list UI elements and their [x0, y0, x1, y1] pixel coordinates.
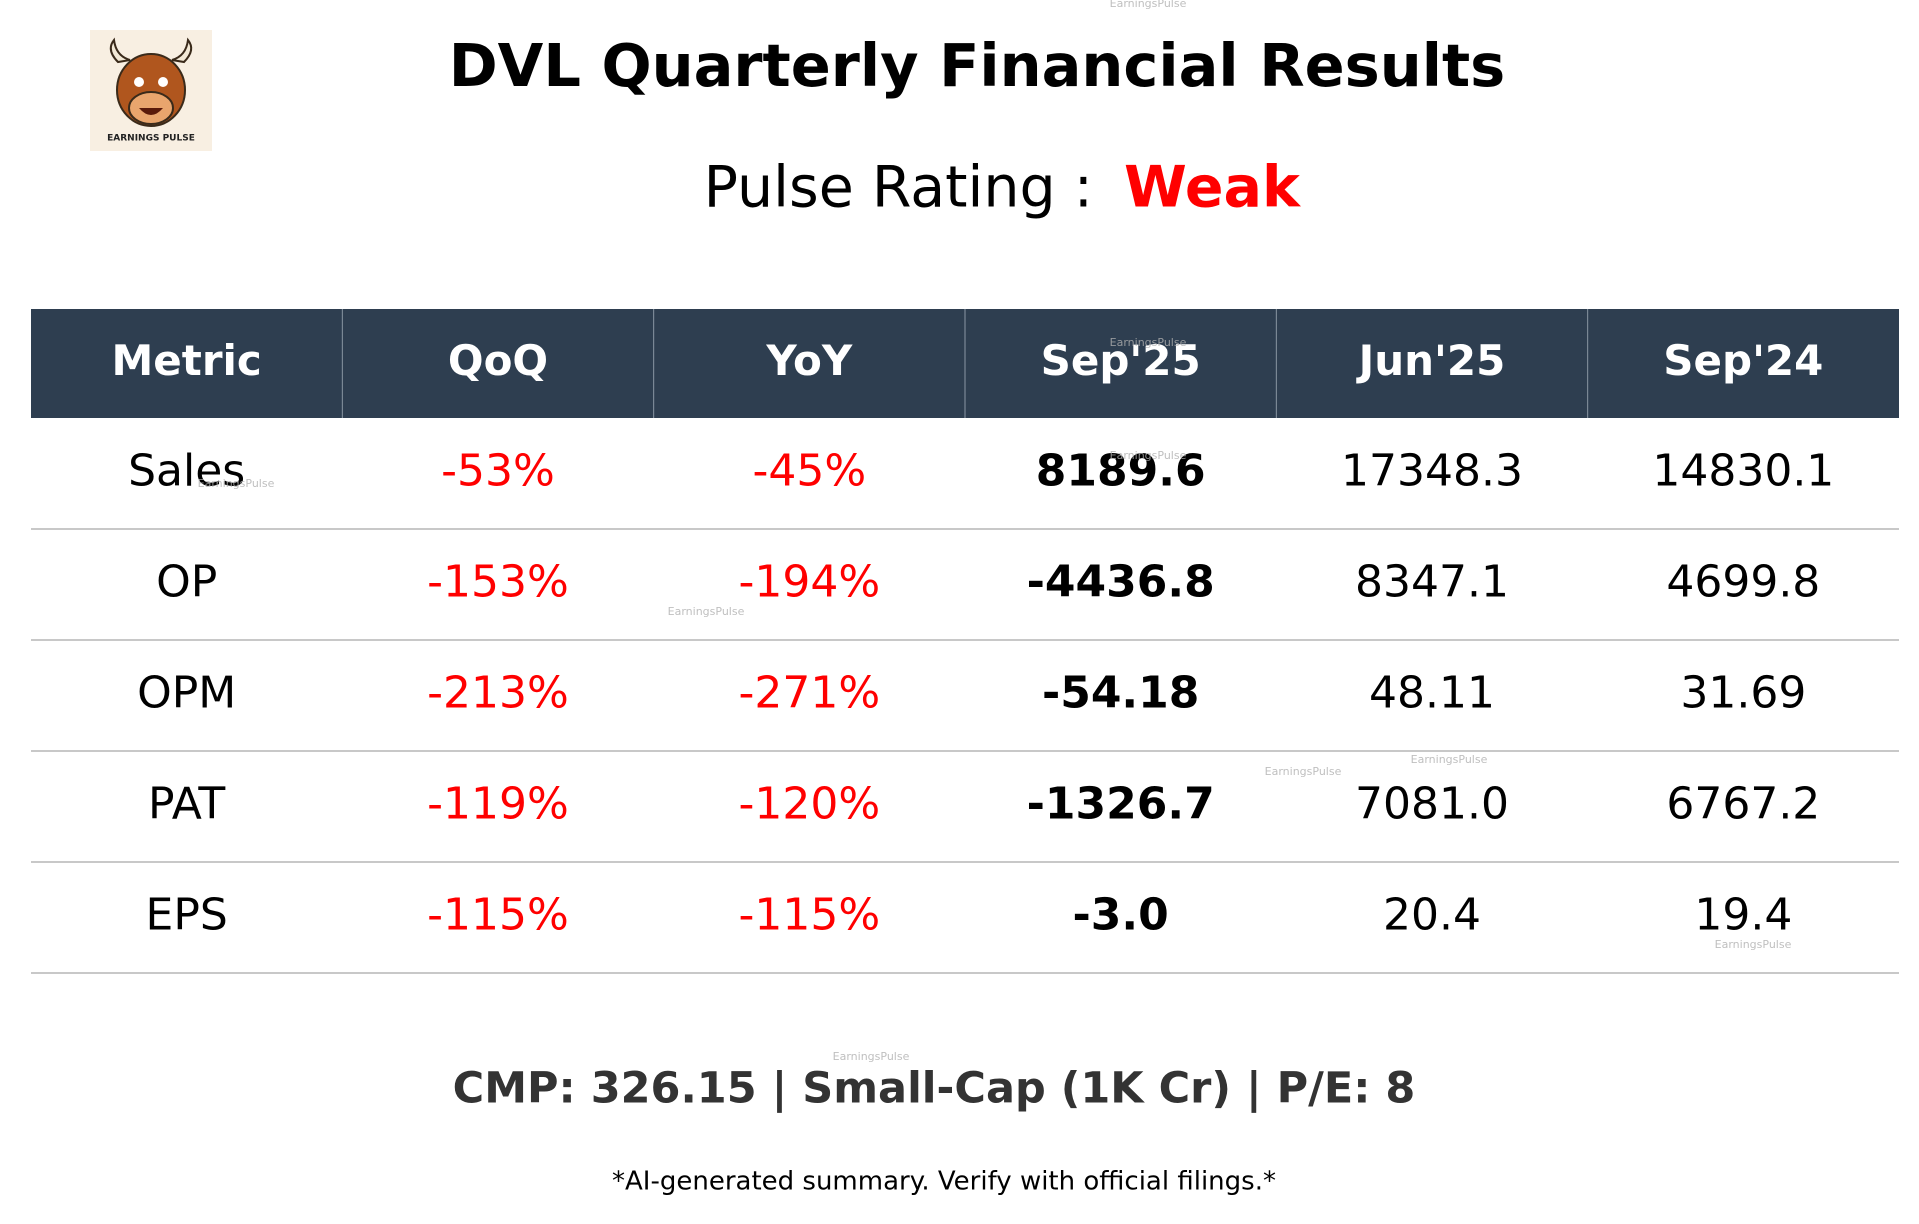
page-title: DVL Quarterly Financial Results	[449, 31, 1506, 100]
table-cell: -194%	[738, 557, 880, 608]
table-cell: -271%	[738, 668, 880, 719]
watermark: EarningsPulse	[668, 605, 745, 618]
table-cell: 14830.1	[1652, 446, 1834, 497]
table-cell: 4699.8	[1666, 557, 1820, 608]
table-cell: 6767.2	[1666, 779, 1820, 830]
table: Metric QoQ YoY Sep'25 Jun'25 Sep'24 Sales -53% -…	[31, 309, 1899, 974]
table-cell: 17348.3	[1341, 446, 1523, 497]
logo-eye	[134, 77, 144, 87]
table-cell: 8347.1	[1355, 557, 1509, 608]
logo-eye	[158, 77, 168, 87]
table-cell: 7081.0	[1355, 779, 1509, 830]
table-cell: EPS	[146, 890, 228, 941]
watermark: EarningsPulse	[1265, 765, 1342, 778]
logo-text: EARNINGS PULSE	[107, 134, 195, 144]
column-header: QoQ	[448, 336, 548, 385]
watermark: EarningsPulse	[833, 1050, 910, 1063]
rating-value: Weak	[1124, 155, 1301, 221]
watermark: EarningsPulse	[1110, 449, 1187, 462]
table-cell: OP	[156, 557, 217, 608]
table-cell: OPM	[137, 668, 236, 719]
column-header: Metric	[111, 336, 261, 385]
table-cell: -115%	[738, 890, 880, 941]
table-cell: -3.0	[1073, 890, 1169, 941]
column-header: YoY	[765, 336, 852, 385]
column-header: Sep'24	[1663, 336, 1823, 385]
table-cell: -153%	[427, 557, 569, 608]
table-cell: -115%	[427, 890, 569, 941]
logo: EARNINGS PULSE	[90, 30, 212, 151]
table-cell: -213%	[427, 668, 569, 719]
logo-horn	[171, 37, 193, 64]
table-cell: 19.4	[1694, 890, 1792, 941]
table-cell: -1326.7	[1027, 779, 1215, 830]
column-header: Jun'25	[1356, 336, 1506, 385]
logo-horn	[109, 37, 131, 64]
table-cell: Sales	[128, 446, 245, 497]
watermark: EarningsPulse	[1110, 336, 1187, 349]
table-cell: -54.18	[1042, 668, 1199, 719]
table-cell: -120%	[738, 779, 880, 830]
table-cell: PAT	[148, 779, 225, 830]
table-cell: 48.11	[1369, 668, 1495, 719]
table-cell: -53%	[441, 446, 555, 497]
watermark: EarningsPulse	[198, 477, 275, 490]
table-cell: 20.4	[1383, 890, 1481, 941]
watermark: EarningsPulse	[1411, 753, 1488, 766]
disclaimer: *AI-generated summary. Verify with offic…	[612, 1167, 1276, 1197]
rating-label: Pulse Rating :	[704, 155, 1093, 221]
table-cell: 31.69	[1680, 668, 1806, 719]
column-header: Sep'25	[1041, 336, 1201, 385]
watermarks: EarningsPulse EarningsPulse EarningsPulse E…	[198, 0, 1792, 1063]
watermark: EarningsPulse	[1715, 938, 1792, 951]
table-cell: -4436.8	[1027, 557, 1215, 608]
table-cell: -119%	[427, 779, 569, 830]
table-cell: 8189.6	[1036, 446, 1206, 497]
watermark: EarningsPulse	[1110, 0, 1187, 10]
summary: CMP: 326.15 | Small-Cap (1K Cr) | P/E: 8	[453, 1064, 1416, 1114]
table-cell: -45%	[752, 446, 866, 497]
logo-mouth	[139, 108, 163, 115]
